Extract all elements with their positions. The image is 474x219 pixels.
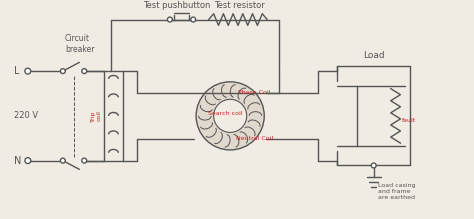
Circle shape <box>25 158 31 164</box>
Text: Circuit
breaker: Circuit breaker <box>65 34 94 54</box>
Circle shape <box>371 163 376 168</box>
Text: Test pushbutton: Test pushbutton <box>143 1 210 10</box>
Text: Load casing
and frame
are earthed: Load casing and frame are earthed <box>378 183 415 200</box>
Text: L: L <box>14 66 20 76</box>
Text: 220 V: 220 V <box>14 111 38 120</box>
Circle shape <box>167 17 172 22</box>
Text: Phase Coil: Phase Coil <box>238 90 270 95</box>
Circle shape <box>214 99 247 132</box>
Circle shape <box>82 158 87 163</box>
Text: Search coil: Search coil <box>208 111 243 117</box>
Circle shape <box>82 69 87 74</box>
Text: N: N <box>14 156 21 166</box>
Text: Load: Load <box>363 51 384 60</box>
Circle shape <box>60 69 65 74</box>
Text: Neutral Coil: Neutral Coil <box>236 136 273 141</box>
Circle shape <box>191 17 196 22</box>
Circle shape <box>60 158 65 163</box>
Text: fault: fault <box>402 118 417 123</box>
Text: Test resistor: Test resistor <box>215 1 265 10</box>
Circle shape <box>25 68 31 74</box>
Circle shape <box>196 82 264 150</box>
Text: Trip
coil: Trip coil <box>91 110 102 122</box>
